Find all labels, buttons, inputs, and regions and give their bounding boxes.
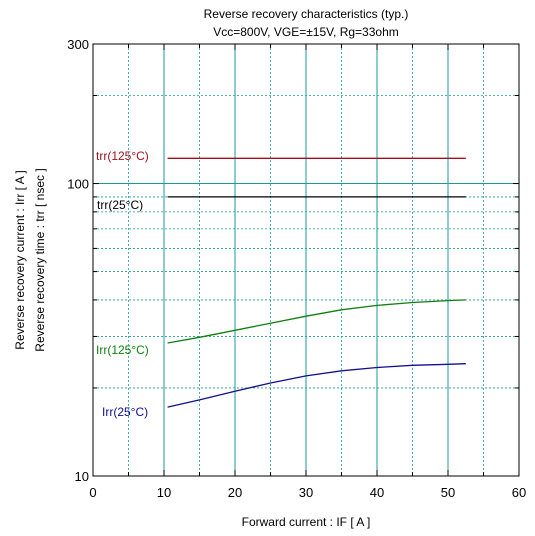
x-axis-label: Forward current : IF [ A ] xyxy=(242,515,371,529)
x-tick-label: 30 xyxy=(299,485,313,500)
y-tick-label: 300 xyxy=(67,37,89,52)
series-lines xyxy=(167,157,466,408)
series-labels: trr(125°C) trr(25°C) Irr(125°C) Irr(25°C) xyxy=(96,149,149,419)
series-line-2 xyxy=(167,299,466,344)
series-label-3: Irr(25°C) xyxy=(102,405,148,419)
y-tick-label: 10 xyxy=(75,469,89,484)
y-axis-label: Reverse recovery current : Irr [ A ] xyxy=(13,170,27,349)
x-tick-label: 40 xyxy=(370,485,384,500)
y-tick-label: 100 xyxy=(67,177,89,192)
x-tick-label: 20 xyxy=(228,485,242,500)
chart-title: Reverse recovery characteristics (typ.) xyxy=(204,7,409,21)
x-tick-label: 10 xyxy=(157,485,171,500)
series-line-3 xyxy=(167,363,466,408)
x-tick-label: 0 xyxy=(89,485,96,500)
chart-subtitle: Vcc=800V, VGE=±15V, Rg=33ohm xyxy=(213,25,399,39)
y-axis-label-secondary: Reverse recovery time : trr [ nsec ] xyxy=(33,168,47,351)
x-tick-label: 60 xyxy=(512,485,526,500)
x-tick-label: 50 xyxy=(441,485,455,500)
series-label-1: trr(25°C) xyxy=(97,198,143,212)
series-label-0: trr(125°C) xyxy=(96,149,149,163)
tick-marks xyxy=(92,43,520,477)
grid xyxy=(93,44,519,476)
series-label-2: Irr(125°C) xyxy=(96,343,149,357)
